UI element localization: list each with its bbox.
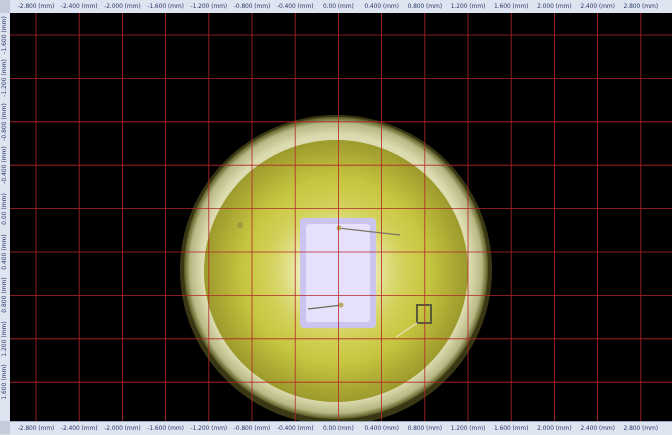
microscope-image[interactable] xyxy=(10,13,672,421)
x-axis-label-bottom: 0.400 (mm) xyxy=(364,425,399,432)
x-axis-label-bottom: 0.00 (mm) xyxy=(323,425,354,432)
x-axis-label-bottom: -0.400 (mm) xyxy=(276,425,314,432)
x-axis-label-bottom: 2.800 (mm) xyxy=(623,425,659,432)
bond-wire-zener xyxy=(395,322,418,338)
bond-pad-bottom xyxy=(338,302,344,308)
x-axis-label-bottom: -0.800 (mm) xyxy=(233,425,271,432)
x-axis-label-bottom: -2.400 (mm) xyxy=(60,425,98,432)
y-axis-label: 0.400 (mm) xyxy=(1,234,8,270)
x-axis-label: 0.800 (mm) xyxy=(407,3,443,10)
led-image xyxy=(10,13,672,421)
x-axis-label: -2.400 (mm) xyxy=(60,3,98,10)
bottom-ruler: -2.800 (mm) -2.400 (mm) -2.000 (mm) -1.600 … xyxy=(10,421,672,435)
x-axis-label: -2.000 (mm) xyxy=(104,3,141,10)
x-axis-label-bottom: 2.400 (mm) xyxy=(580,425,615,432)
phosphor-speck xyxy=(237,222,243,228)
x-axis-label: 1.600 (mm) xyxy=(493,3,529,10)
x-axis-label: -0.800 (mm) xyxy=(233,3,271,10)
x-axis-label-bottom: 1.600 (mm) xyxy=(493,425,529,432)
x-axis-label-bottom: 1.200 (mm) xyxy=(450,425,486,432)
bond-wire-top xyxy=(337,227,401,236)
y-axis-label: -1.600 (mm) xyxy=(1,16,8,54)
x-axis-label-bottom: -2.000 (mm) xyxy=(104,425,141,432)
ruler-corner xyxy=(0,0,10,13)
x-axis-label: 2.000 (mm) xyxy=(537,3,572,10)
x-axis-label: 0.00 (mm) xyxy=(323,3,354,10)
ruler-corner-bottom xyxy=(0,421,10,434)
x-axis-label: -1.200 (mm) xyxy=(190,3,228,10)
x-axis-label-bottom: 2.000 (mm) xyxy=(537,425,572,432)
x-axis-label-bottom: -2.800 (mm) xyxy=(17,425,55,432)
x-axis-label-bottom: 0.800 (mm) xyxy=(407,425,443,432)
measurement-grid xyxy=(10,13,672,421)
x-axis-label-bottom: -1.600 (mm) xyxy=(147,425,184,432)
x-axis-label: 1.200 (mm) xyxy=(450,3,486,10)
x-axis-label: -1.600 (mm) xyxy=(147,3,184,10)
top-ruler: -2.800 (mm) -2.400 (mm) -2.000 (mm) -1.600 … xyxy=(10,0,672,14)
x-axis-label: -2.800 (mm) xyxy=(17,3,55,10)
y-axis-label: 0.800 (mm) xyxy=(1,277,8,314)
y-axis-label: 0.00 (mm) xyxy=(1,192,8,225)
x-axis-label: -0.400 (mm) xyxy=(276,3,314,10)
x-axis-label: 0.400 (mm) xyxy=(364,3,399,10)
y-axis-label: -0.400 (mm) xyxy=(1,146,8,184)
y-axis-label: -1.200 (mm) xyxy=(1,59,8,98)
x-axis-label: 2.800 (mm) xyxy=(623,3,659,10)
zener-chip xyxy=(416,304,432,324)
y-axis-label: 1.600 (mm) xyxy=(1,364,8,400)
x-axis-label: 2.400 (mm) xyxy=(580,3,615,10)
led-package xyxy=(180,115,492,421)
x-axis-label-bottom: -1.200 (mm) xyxy=(190,425,228,432)
y-axis-label: 1.200 (mm) xyxy=(1,321,8,357)
bond-pad-top xyxy=(336,225,342,231)
bond-wire-bottom xyxy=(307,304,343,310)
y-axis-label: -0.800 (mm) xyxy=(1,102,8,141)
